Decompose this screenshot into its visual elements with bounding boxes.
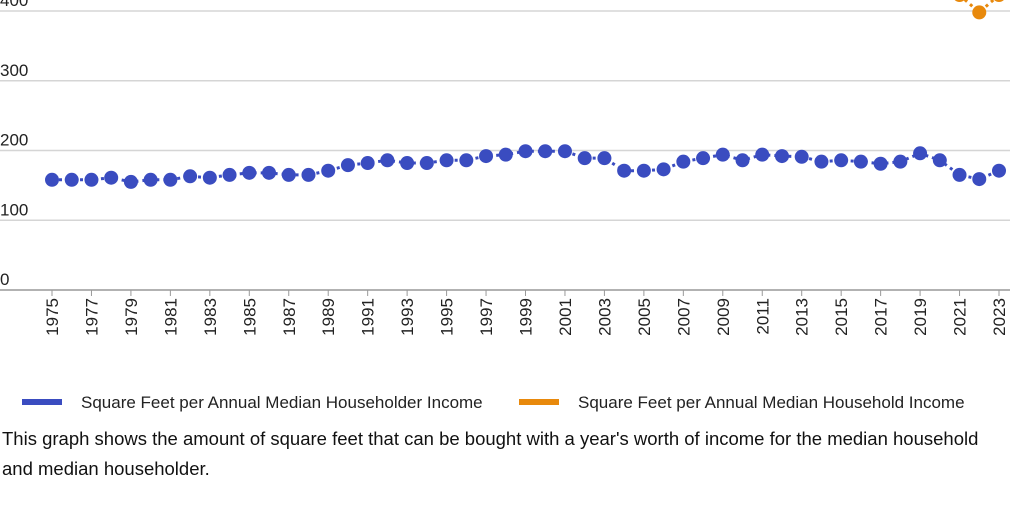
x-tick-label: 2013 bbox=[793, 298, 812, 336]
data-point bbox=[242, 165, 257, 180]
x-tick-label: 2011 bbox=[753, 298, 772, 335]
x-tick-label: 1975 bbox=[43, 298, 62, 336]
data-point bbox=[419, 156, 434, 171]
x-tick-label: 1991 bbox=[359, 298, 378, 336]
data-point bbox=[636, 163, 651, 178]
data-point bbox=[262, 165, 277, 180]
x-tick-label: 1979 bbox=[122, 298, 141, 336]
data-point bbox=[972, 5, 987, 20]
data-point bbox=[577, 151, 592, 166]
data-point bbox=[64, 172, 79, 187]
y-tick-label: 0 bbox=[0, 270, 9, 289]
data-point bbox=[597, 151, 612, 166]
x-tick-label: 1993 bbox=[398, 298, 417, 336]
legend-label: Square Feet per Annual Median Householde… bbox=[81, 393, 483, 412]
data-point bbox=[340, 158, 355, 173]
y-tick-label: 400 bbox=[0, 0, 28, 10]
y-tick-label: 300 bbox=[0, 61, 28, 80]
x-tick-label: 1977 bbox=[82, 298, 101, 336]
data-point bbox=[992, 163, 1006, 178]
series-line bbox=[962, 0, 996, 15]
data-point bbox=[459, 153, 474, 168]
data-point bbox=[952, 167, 967, 182]
data-point bbox=[893, 154, 908, 169]
x-tick-label: 2005 bbox=[635, 298, 654, 336]
data-point bbox=[400, 156, 415, 171]
y-tick-label: 100 bbox=[0, 200, 28, 219]
x-tick-label: 1989 bbox=[319, 298, 338, 336]
data-point bbox=[163, 172, 178, 187]
data-point bbox=[617, 163, 632, 178]
data-point bbox=[932, 153, 947, 168]
data-point bbox=[538, 144, 553, 159]
data-point bbox=[656, 162, 671, 177]
data-point bbox=[380, 153, 395, 168]
data-point bbox=[735, 153, 750, 168]
data-point bbox=[143, 172, 158, 187]
data-point bbox=[873, 156, 888, 171]
data-point bbox=[123, 174, 138, 189]
data-point bbox=[84, 172, 99, 187]
data-point bbox=[994, 0, 1004, 2]
x-tick-label: 2009 bbox=[714, 298, 733, 336]
data-point bbox=[853, 154, 868, 169]
data-point bbox=[183, 169, 198, 184]
x-tick-label: 1981 bbox=[161, 298, 180, 336]
data-point bbox=[479, 149, 494, 164]
x-tick-label: 2007 bbox=[674, 298, 693, 336]
data-point bbox=[321, 163, 336, 178]
data-point bbox=[439, 153, 454, 168]
data-point bbox=[913, 146, 928, 161]
data-point bbox=[498, 147, 513, 162]
x-tick-label: 2003 bbox=[595, 298, 614, 336]
x-tick-label: 2015 bbox=[832, 298, 851, 336]
x-tick-label: 2021 bbox=[951, 298, 970, 336]
data-point bbox=[814, 154, 829, 169]
x-tick-label: 1983 bbox=[201, 298, 220, 336]
data-point bbox=[281, 167, 296, 182]
x-tick-label: 2023 bbox=[990, 298, 1009, 336]
data-point bbox=[696, 151, 711, 166]
data-point bbox=[794, 149, 809, 164]
data-point bbox=[104, 170, 119, 185]
data-point bbox=[202, 170, 217, 185]
legend-swatch bbox=[519, 399, 559, 405]
data-point bbox=[518, 144, 533, 159]
data-point bbox=[45, 172, 59, 187]
data-point bbox=[774, 149, 789, 164]
x-tick-label: 2017 bbox=[872, 298, 891, 336]
x-tick-label: 2019 bbox=[911, 298, 930, 336]
data-point bbox=[715, 147, 730, 162]
data-point bbox=[834, 153, 849, 168]
x-tick-label: 2001 bbox=[556, 298, 575, 336]
data-point bbox=[676, 154, 691, 169]
x-tick-label: 1997 bbox=[477, 298, 496, 336]
data-point bbox=[557, 144, 572, 159]
data-point bbox=[972, 172, 987, 187]
data-point bbox=[360, 156, 375, 171]
caption: This graph shows the amount of square fe… bbox=[2, 428, 979, 479]
x-tick-label: 1987 bbox=[280, 298, 299, 336]
y-tick-label: 200 bbox=[0, 131, 28, 150]
legend-label: Square Feet per Annual Median Household … bbox=[578, 393, 965, 412]
data-point bbox=[301, 167, 316, 182]
x-tick-label: 1999 bbox=[517, 298, 536, 336]
data-point bbox=[954, 0, 965, 2]
legend-swatch bbox=[22, 399, 62, 405]
data-point bbox=[222, 167, 237, 182]
data-point bbox=[755, 147, 770, 162]
x-tick-label: 1995 bbox=[438, 298, 457, 336]
x-tick-label: 1985 bbox=[240, 298, 259, 336]
